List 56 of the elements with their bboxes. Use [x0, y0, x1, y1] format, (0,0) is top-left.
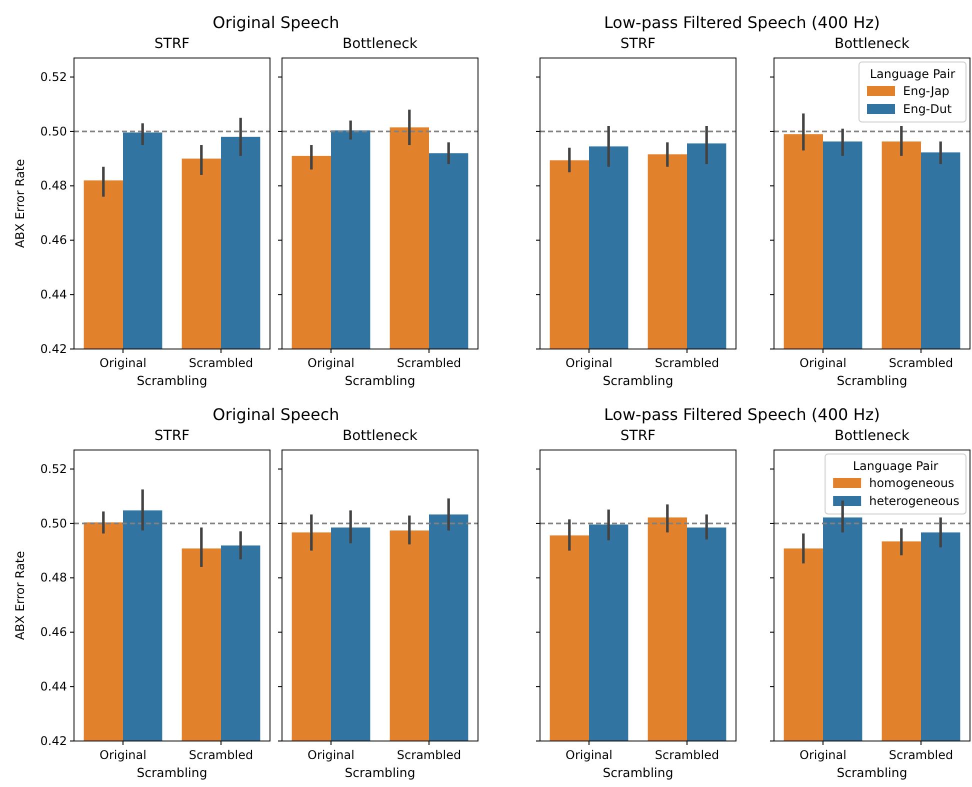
- x-tick-label: Scrambled: [396, 748, 462, 762]
- y-tick-label: 0.50: [40, 124, 67, 138]
- y-tick-label: 0.44: [40, 287, 67, 302]
- x-tick-label: Scrambled: [188, 748, 254, 762]
- chart-title: Bottleneck: [834, 36, 910, 52]
- x-tick-label: Scrambled: [654, 356, 720, 370]
- y-tick-label: 0.52: [40, 462, 67, 476]
- x-axis-title: Scrambling: [344, 765, 416, 780]
- chart-title: Original Speech: [212, 13, 340, 32]
- x-axis-title: Scrambling: [344, 373, 416, 388]
- x-axis-title: Scrambling: [136, 373, 208, 388]
- chart-title: Bottleneck: [342, 428, 418, 444]
- chart-subtitle: STRF: [154, 36, 190, 52]
- x-tick-label: Original: [100, 356, 146, 370]
- chart-subtitle: STRF: [620, 36, 656, 52]
- y-tick-label: 0.46: [40, 625, 67, 640]
- legend-title: Language Pair: [870, 67, 956, 81]
- y-tick-label: 0.48: [40, 178, 67, 193]
- x-tick-label: Original: [566, 748, 612, 762]
- x-tick-label: Scrambled: [396, 356, 462, 370]
- legend-label: homogeneous: [869, 476, 954, 490]
- legend-label: Eng-Dut: [903, 102, 952, 116]
- x-tick-label: Original: [308, 356, 354, 370]
- chart-title: Bottleneck: [342, 36, 418, 52]
- y-tick-label: 0.44: [40, 679, 67, 694]
- y-axis-title: ABX Error Rate: [13, 158, 27, 248]
- x-axis-title: Scrambling: [836, 765, 908, 780]
- x-tick-label: Scrambled: [654, 748, 720, 762]
- x-axis-title: Scrambling: [136, 765, 208, 780]
- y-axis-title: ABX Error Rate: [13, 550, 27, 640]
- x-axis-title: Scrambling: [602, 765, 674, 780]
- y-tick-label: 0.50: [40, 516, 67, 530]
- legend-label: heterogeneous: [869, 494, 960, 508]
- x-axis-title: Scrambling: [836, 373, 908, 388]
- y-tick-label: 0.48: [40, 570, 67, 585]
- legend-title: Language Pair: [852, 459, 938, 473]
- x-tick-label: Scrambled: [888, 356, 954, 370]
- x-tick-label: Original: [800, 356, 846, 370]
- chart-title: Bottleneck: [834, 428, 910, 444]
- y-tick-label: 0.42: [40, 734, 67, 748]
- y-tick-label: 0.52: [40, 70, 67, 84]
- chart-title: Original Speech: [212, 405, 340, 424]
- x-tick-label: Original: [566, 356, 612, 370]
- x-tick-label: Original: [100, 748, 146, 762]
- x-tick-label: Scrambled: [188, 356, 254, 370]
- y-tick-label: 0.46: [40, 233, 67, 248]
- x-tick-label: Original: [308, 748, 354, 762]
- chart-title: Low-pass Filtered Speech (400 Hz): [604, 13, 880, 32]
- chart-subtitle: STRF: [620, 428, 656, 444]
- x-tick-label: Scrambled: [888, 748, 954, 762]
- chart-title: Low-pass Filtered Speech (400 Hz): [604, 405, 880, 424]
- chart-subtitle: STRF: [154, 428, 190, 444]
- y-tick-label: 0.42: [40, 342, 67, 356]
- legend-label: Eng-Jap: [903, 84, 950, 98]
- x-tick-label: Original: [800, 748, 846, 762]
- x-axis-title: Scrambling: [602, 373, 674, 388]
